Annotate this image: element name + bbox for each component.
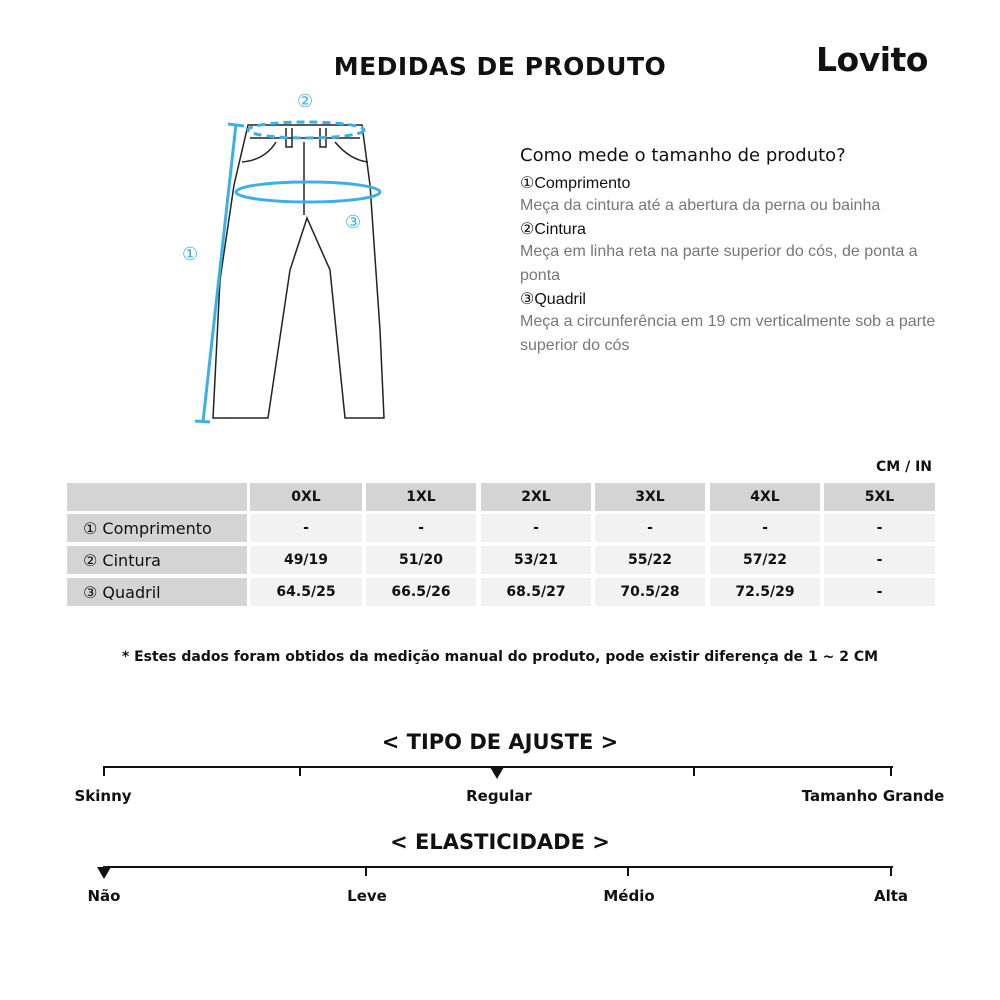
table-header-cell xyxy=(67,483,247,511)
elasticity-label: Alta xyxy=(873,887,909,905)
table-cell: 66.5/26 xyxy=(366,578,476,606)
fit-title: < TIPO DE AJUSTE > xyxy=(381,730,619,754)
table-header-cell: 5XL xyxy=(824,483,935,511)
length-line xyxy=(201,123,238,423)
elasticity-selected-marker xyxy=(97,867,111,879)
measurement-note: * Estes dados foram obtidos da medição m… xyxy=(121,649,879,665)
fit-selected-marker xyxy=(490,767,504,779)
elasticity-title: < ELASTICIDADE > xyxy=(390,830,610,854)
table-cell: 57/22 xyxy=(710,546,820,574)
table-cell: - xyxy=(481,514,591,542)
elasticity-label: Médio xyxy=(603,887,655,905)
marker-3: ③ xyxy=(345,212,361,233)
table-cell: - xyxy=(366,514,476,542)
howto-item-desc: Meça da cintura até a abertura da perna … xyxy=(520,197,881,214)
table-header-cell: 1XL xyxy=(366,483,476,511)
howto-item-desc: Meça em linha reta na parte superior do … xyxy=(520,243,918,284)
fit-label: Regular xyxy=(466,787,532,805)
fit-label: Skinny xyxy=(74,787,132,805)
table-header-cell: 0XL xyxy=(250,483,362,511)
pants-diagram: ① ② ③ xyxy=(182,91,385,424)
table-cell: 49/19 xyxy=(250,546,362,574)
scale-tick xyxy=(103,766,105,776)
table-row-label: ① Comprimento xyxy=(67,514,247,542)
table-header-cell: 4XL xyxy=(710,483,820,511)
waist-ellipse xyxy=(246,120,366,140)
table-row-label: ② Cintura xyxy=(67,546,247,574)
table-header-cell: 2XL xyxy=(481,483,591,511)
scale-tick xyxy=(627,866,629,876)
table-cell: 72.5/29 xyxy=(710,578,820,606)
table-cell: 68.5/27 xyxy=(481,578,591,606)
fit-label: Tamanho Grande xyxy=(801,787,945,805)
table-cell: - xyxy=(250,514,362,542)
page-title: MEDIDAS DE PRODUTO xyxy=(333,52,667,81)
howto-item-label: ③Quadril xyxy=(520,291,586,308)
hip-ellipse xyxy=(234,180,382,204)
scale-tick xyxy=(693,766,695,776)
table-cell: - xyxy=(824,546,935,574)
table-cell: 51/20 xyxy=(366,546,476,574)
table-header-cell: 3XL xyxy=(595,483,705,511)
elasticity-label: Leve xyxy=(347,887,387,905)
table-cell: - xyxy=(595,514,705,542)
scale-tick xyxy=(299,766,301,776)
table-cell: - xyxy=(710,514,820,542)
table-cell: 55/22 xyxy=(595,546,705,574)
marker-1: ① xyxy=(182,244,198,265)
unit-label: CM / IN xyxy=(876,459,932,475)
table-cell: 53/21 xyxy=(481,546,591,574)
table-cell: - xyxy=(824,514,935,542)
howto-item-desc: Meça a circunferência em 19 cm verticalm… xyxy=(520,313,936,354)
table-cell: - xyxy=(824,578,935,606)
pants-outline xyxy=(212,124,385,419)
scale-tick xyxy=(890,766,892,776)
howto-heading: Como mede o tamanho de produto? xyxy=(520,145,846,166)
how-to-measure: Como mede o tamanho de produto? ①Comprim… xyxy=(520,145,940,360)
elasticity-label: Não xyxy=(87,887,121,905)
scale-tick xyxy=(365,866,367,876)
marker-2: ② xyxy=(297,91,313,112)
howto-item-label: ①Comprimento xyxy=(520,175,631,192)
elasticity-scale-line xyxy=(103,866,893,868)
table-row-label: ③ Quadril xyxy=(67,578,247,606)
brand-logo: Lovito xyxy=(816,40,928,79)
howto-item-label: ②Cintura xyxy=(520,221,586,238)
scale-tick xyxy=(890,866,892,876)
table-cell: 70.5/28 xyxy=(595,578,705,606)
table-cell: 64.5/25 xyxy=(250,578,362,606)
